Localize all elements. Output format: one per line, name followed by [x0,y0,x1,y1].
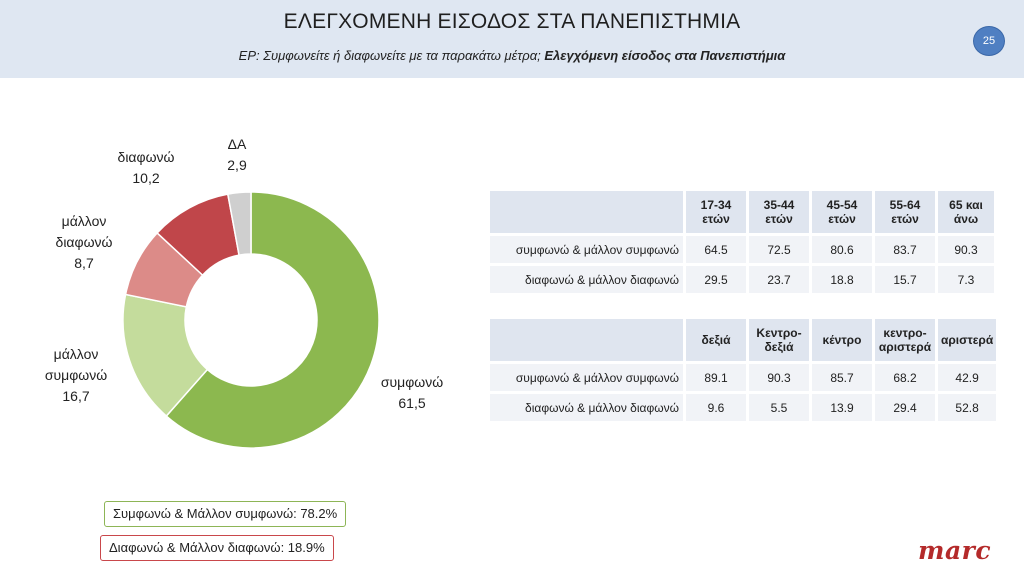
table-cell: 90.3 [938,236,994,263]
age-table-header: 17-34 ετών 35-44 ετών 45-54 ετών 55-64 ε… [490,191,994,233]
ideology-table-corner [490,319,683,361]
table-cell: 72.5 [749,236,809,263]
table-cell: 42.9 [938,364,997,391]
ideology-col-header: αριστερά [938,319,997,361]
ideology-col-header: κέντρο [812,319,872,361]
donut-slice-no-answer [226,191,252,256]
row-label: διαφωνώ & μάλλον διαφωνώ [490,394,683,421]
table-cell: 9.6 [686,394,746,421]
summary-disagree-box: Διαφωνώ & Μάλλον διαφωνώ: 18.9% [100,535,334,561]
row-label: διαφωνώ & μάλλον διαφωνώ [490,266,683,293]
slice-label-no-answer-value: 2,9 [227,157,247,173]
ideology-col-header: Κεντρο-δεξιά [749,319,809,361]
ideology-col-header: κεντρο-αριστερά [875,319,935,361]
slice-label-rather-disagree-name: μάλλον διαφωνώ [55,213,113,250]
slice-label-agree-value: 61,5 [398,395,426,411]
header-bar: ΕΛΕΓΧΟΜΕΝΗ ΕΙΣΟΔΟΣ ΣΤΑ ΠΑΝΕΠΙΣΤΗΜΙΑ ΕΡ: … [0,0,1024,78]
table-cell: 29.5 [686,266,746,293]
slice-label-disagree-name: διαφωνώ [117,149,175,165]
marc-logo: marc [918,536,992,565]
slice-label-rather-disagree: μάλλον διαφωνώ 8,7 [40,211,128,274]
age-col-header: 45-54 ετών [812,191,872,233]
slice-label-no-answer-name: ΔΑ [227,136,247,152]
ideology-table: δεξιά Κεντρο-δεξιά κέντρο κεντρο-αριστερ… [487,316,999,424]
question-subtitle: ΕΡ: Συμφωνείτε ή διαφωνείτε με τα παρακά… [0,48,1024,63]
row-label: συμφωνώ & μάλλον συμφωνώ [490,236,683,263]
slice-label-no-answer: ΔΑ 2,9 [212,134,262,176]
slice-label-rather-agree-value: 16,7 [62,388,90,404]
table-row: συμφωνώ & μάλλον συμφωνώ 64.5 72.5 80.6 … [490,236,994,263]
table-cell: 13.9 [812,394,872,421]
ideology-table-header: δεξιά Κεντρο-δεξιά κέντρο κεντρο-αριστερ… [490,319,997,361]
page-title: ΕΛΕΓΧΟΜΕΝΗ ΕΙΣΟΔΟΣ ΣΤΑ ΠΑΝΕΠΙΣΤΗΜΙΑ [283,10,741,33]
question-topic: Ελεγχόμενη είσοδος στα Πανεπιστήμια [544,48,786,63]
table-row: διαφωνώ & μάλλον διαφωνώ 29.5 23.7 18.8 … [490,266,994,293]
table-cell: 90.3 [749,364,809,391]
table-cell: 80.6 [812,236,872,263]
table-cell: 68.2 [875,364,935,391]
age-col-header: 17-34 ετών [686,191,746,233]
table-cell: 29.4 [875,394,935,421]
age-col-header: 55-64 ετών [875,191,935,233]
slice-label-rather-agree: μάλλον συμφωνώ 16,7 [24,344,128,407]
slice-label-rather-agree-name: μάλλον συμφωνώ [44,346,108,383]
slice-label-disagree: διαφωνώ 10,2 [108,147,184,189]
table-cell: 83.7 [875,236,935,263]
donut-slice-agree [165,191,380,449]
summary-agree-box: Συμφωνώ & Μάλλον συμφωνώ: 78.2% [104,501,347,527]
table-cell: 5.5 [749,394,809,421]
slice-label-agree: συμφωνώ 61,5 [372,372,452,414]
page-number-badge: 25 [973,26,1005,56]
question-prefix: ΕΡ: Συμφωνείτε ή διαφωνείτε με τα παρακά… [238,48,541,63]
slice-label-agree-name: συμφωνώ [380,374,444,390]
table-row: διαφωνώ & μάλλον διαφωνώ 9.6 5.5 13.9 29… [490,394,997,421]
slice-label-rather-disagree-value: 8,7 [74,255,94,271]
table-cell: 7.3 [938,266,994,293]
table-cell: 89.1 [686,364,746,391]
age-table-corner [490,191,683,233]
table-cell: 64.5 [686,236,746,263]
table-cell: 23.7 [749,266,809,293]
age-col-header: 35-44 ετών [749,191,809,233]
ideology-col-header: δεξιά [686,319,746,361]
slice-label-disagree-value: 10,2 [132,170,160,186]
age-col-header: 65 και άνω [938,191,994,233]
table-row: συμφωνώ & μάλλον συμφωνώ 89.1 90.3 85.7 … [490,364,997,391]
table-cell: 18.8 [812,266,872,293]
age-table: 17-34 ετών 35-44 ετών 45-54 ετών 55-64 ε… [487,188,997,296]
row-label: συμφωνώ & μάλλον συμφωνώ [490,364,683,391]
table-cell: 52.8 [938,394,997,421]
table-cell: 15.7 [875,266,935,293]
table-cell: 85.7 [812,364,872,391]
